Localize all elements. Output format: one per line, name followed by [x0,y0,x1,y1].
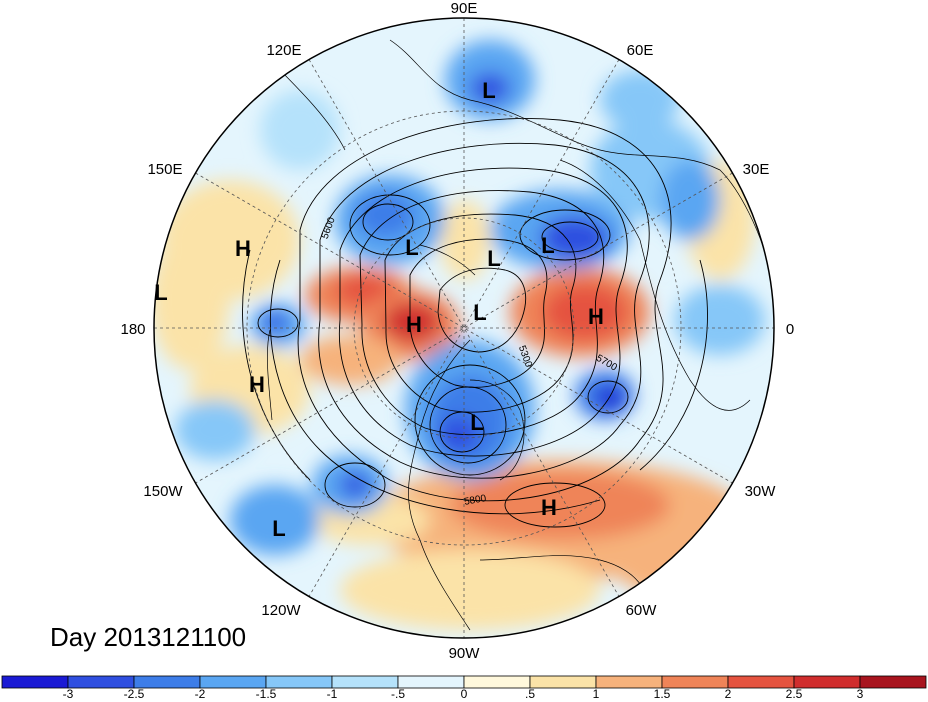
high-marker: H [235,236,251,261]
lon-label: 30W [745,483,777,500]
colorbar-swatch [331,675,399,689]
lon-label: 60E [627,42,654,59]
colorbar-tick-label: 3 [857,687,864,701]
lon-label: 120E [266,42,301,59]
colorbar-tick-label: -2 [195,687,206,701]
colorbar-tick-label: 1 [593,687,600,701]
colorbar-tick-label: 0 [461,687,468,701]
lon-label: 90E [451,0,478,17]
colorbar-tick-label: -2.5 [124,687,145,701]
high-marker: H [541,495,557,520]
colorbar-tick-label: 1.5 [654,687,671,701]
colorbar-tick-label: -.5 [391,687,405,701]
longitude-labels: 90E 60E 30E 0 30W 60W 90W 120W 150W 180 … [120,0,794,662]
map-border [153,17,775,639]
low-marker: L [541,233,554,258]
colorbar-swatch [595,675,663,689]
colorbar-swatch [529,675,597,689]
colorbar-swatch [859,675,927,689]
contour-label: 5800 [463,493,487,508]
lon-label: 60W [626,602,658,619]
high-marker: H [406,312,422,337]
lon-label: 90W [449,645,481,662]
high-marker: H [588,304,604,329]
graticule [154,18,774,638]
colorbar-swatch [397,675,465,689]
low-marker: L [272,516,285,541]
low-marker: L [482,78,495,103]
colorbar-swatch [793,675,861,689]
low-marker: L [473,300,486,325]
colorbar-tick-label: -1 [327,687,338,701]
colorbar-swatch [463,675,531,689]
lon-label: 150E [147,161,182,178]
low-marker: L [154,280,167,305]
colorbar-swatch [661,675,729,689]
colorbar-tick-label: 2.5 [786,687,803,701]
colorbar: -3 -2.5 -2 -1.5 -1 -.5 0 .5 1 1.5 2 2.5 3 [1,675,927,701]
low-marker: L [487,246,500,271]
colorbar-swatch [727,675,795,689]
low-marker: L [405,235,418,260]
high-marker: H [249,372,265,397]
colorbar-tick-label: .5 [525,687,535,701]
lon-label: 30E [743,161,770,178]
lon-label: 0 [786,321,794,338]
lon-label: 150W [143,483,183,500]
pressure-systems: L L L L L L L L H H H H H [154,78,604,541]
low-marker: L [470,410,483,435]
colorbar-swatch [1,675,69,689]
map-title: Day 2013121100 [50,622,246,652]
colorbar-tick-label: 2 [725,687,732,701]
lon-label: 120W [261,602,301,619]
lon-label: 180 [120,321,145,338]
colorbar-tick-label: -1.5 [256,687,277,701]
colorbar-tick-label: -3 [63,687,74,701]
